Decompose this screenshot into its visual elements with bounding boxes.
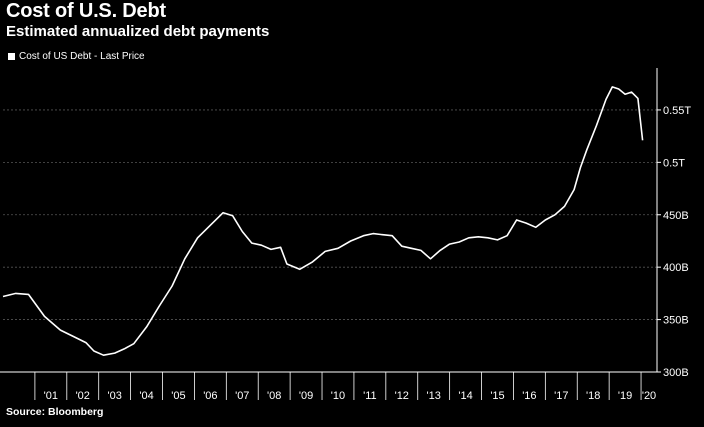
x-axis-ticks: '01 '02 '03 '04 '05 '06 '07 '08 '09 '10 '11 '12 '13 '… [34, 372, 656, 402]
y-tick-label: 0.55T [663, 105, 691, 117]
series [2, 86, 644, 356]
x-tick-label: '18 [586, 390, 600, 402]
x-tick-label: '10 [331, 390, 345, 402]
y-tick-label: 300B [663, 367, 689, 379]
y-tick-label: 450B [663, 210, 689, 222]
x-tick-label: '01 [44, 390, 58, 402]
chart-title: Cost of U.S. Debt [6, 0, 166, 22]
x-tick-label: '06 [203, 390, 217, 402]
x-tick-label: '04 [139, 390, 153, 402]
x-tick-label: '03 [107, 390, 121, 402]
y-tick-label: 400B [663, 262, 689, 274]
legend-label: Cost of US Debt - Last Price [19, 51, 145, 62]
source-note: Source: Bloomberg [6, 406, 104, 418]
y-tick-label: 0.5T [663, 157, 685, 169]
x-tick-label: '16 [522, 390, 536, 402]
x-tick-label: '19 [618, 390, 632, 402]
y-axis-ticks: 300B 350B 400B 450B 0.5T 0.55T [657, 105, 691, 379]
x-tick-label: '02 [76, 390, 90, 402]
y-tick-label: 350B [663, 315, 689, 327]
x-tick-label: '08 [267, 390, 281, 402]
x-tick-label: '11 [363, 390, 377, 402]
x-tick-label: '07 [235, 390, 249, 402]
legend: Cost of US Debt - Last Price [8, 51, 145, 62]
x-tick-label: '15 [490, 390, 504, 402]
x-tick-label: '14 [458, 390, 472, 402]
x-tick-label: '09 [299, 390, 313, 402]
x-tick-label: '17 [554, 390, 568, 402]
axes [0, 68, 658, 373]
x-tick-label: '12 [395, 390, 409, 402]
x-tick-label: '13 [427, 390, 441, 402]
legend-swatch [8, 53, 15, 60]
grid-lines [3, 109, 657, 373]
x-tick-label: '20 [642, 390, 656, 402]
x-tick-label: '05 [171, 390, 185, 402]
series-line [2, 86, 644, 356]
chart-subtitle: Estimated annualized debt payments [6, 23, 270, 40]
